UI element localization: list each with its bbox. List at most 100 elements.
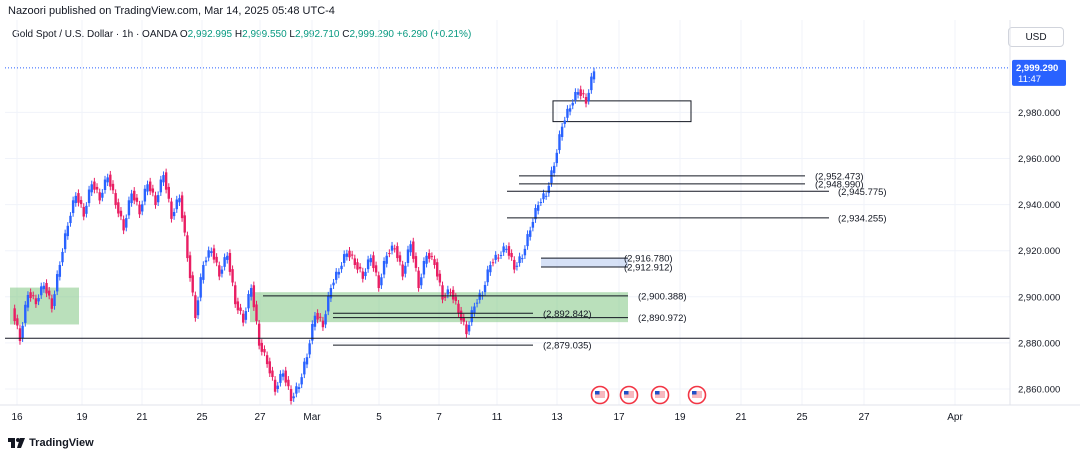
event-icon-stripes xyxy=(655,391,665,398)
candle-body xyxy=(568,108,572,112)
candle-body xyxy=(353,258,357,265)
candle-body xyxy=(409,244,412,253)
candle-body xyxy=(436,262,439,277)
candle-body xyxy=(45,282,48,294)
candle-body xyxy=(231,269,234,283)
candle-body xyxy=(162,175,165,183)
candle-body xyxy=(465,324,468,335)
candle-body xyxy=(32,295,35,297)
time-axis[interactable]: 16 19 21 25 27 Mar 5 7 11 13 17 19 21 25 27 Apr xyxy=(11,412,963,423)
candle-body xyxy=(574,91,577,101)
candle-body xyxy=(295,386,298,394)
candle-body xyxy=(531,221,535,228)
candle-body xyxy=(390,245,394,251)
candle-body xyxy=(170,201,173,219)
level-label: (2,948.990) xyxy=(815,179,864,190)
candle-body xyxy=(226,255,229,260)
candle-body xyxy=(247,294,250,309)
candle-body xyxy=(539,201,543,203)
candle-body xyxy=(486,269,489,283)
us-event-flag-icon[interactable] xyxy=(650,385,670,405)
candle-body xyxy=(148,181,152,192)
candle-body xyxy=(191,275,194,293)
candle-body xyxy=(37,298,40,302)
candle-body xyxy=(234,285,237,305)
candle-body xyxy=(364,271,367,277)
candle-body xyxy=(289,389,293,401)
candle-body xyxy=(106,177,109,183)
currency-button[interactable]: USD xyxy=(1008,27,1064,47)
candle-body xyxy=(95,186,99,190)
candle-body xyxy=(228,253,232,272)
change-value: +6.290 (+0.21%) xyxy=(396,29,472,40)
candle-body xyxy=(542,193,545,200)
price-axis[interactable]: 2,860.000 2,880.000 2,900.000 2,920.000 2,94… xyxy=(1018,108,1060,396)
candle-body xyxy=(223,257,226,267)
candle-body xyxy=(146,184,149,192)
candle-body xyxy=(563,120,566,124)
candle-body xyxy=(470,310,473,323)
candle-body xyxy=(156,195,160,203)
candle-body xyxy=(16,318,19,326)
level-label: (2,900.388) xyxy=(638,291,687,302)
candle-body xyxy=(29,292,32,299)
candle-body xyxy=(268,361,271,374)
symbol-legend: Gold Spot / U.S. Dollar · 1h · OANDA O 2,… xyxy=(12,29,471,40)
us-event-flag-icon[interactable] xyxy=(590,385,610,405)
candle-body xyxy=(321,320,325,328)
candle-body xyxy=(61,251,64,263)
candle-body xyxy=(592,71,596,80)
candle-body xyxy=(122,219,125,231)
candle-body xyxy=(380,277,383,286)
candle-body xyxy=(303,361,306,375)
candle-body xyxy=(372,255,375,269)
level-label: (2,952.473) xyxy=(815,171,864,182)
candle-body xyxy=(133,190,136,201)
candle-body xyxy=(348,250,351,258)
event-icons[interactable] xyxy=(590,385,707,405)
candle-body xyxy=(433,259,436,265)
candle-body xyxy=(117,202,120,214)
candle-body xyxy=(55,274,59,292)
open-label: O xyxy=(179,29,188,40)
candle-body xyxy=(151,188,155,193)
candle-body xyxy=(58,264,62,277)
symbol-name: Gold Spot / U.S. Dollar · 1h · OANDA xyxy=(12,29,178,40)
candle-body xyxy=(109,174,112,187)
us-event-flag-icon[interactable] xyxy=(619,385,639,405)
green-zone-left xyxy=(10,287,79,325)
zones xyxy=(10,100,692,325)
last-price-value: 2,999.290 xyxy=(1016,63,1058,74)
candle-body xyxy=(382,260,386,275)
x-tick-label: 25 xyxy=(796,412,808,423)
candle-body xyxy=(459,310,463,321)
candle-body xyxy=(130,193,133,204)
close-label: C xyxy=(342,29,350,40)
candle-body xyxy=(566,108,569,118)
low-value: 2,992.710 xyxy=(294,29,340,40)
candle-body xyxy=(393,248,396,250)
us-event-flag-icon[interactable] xyxy=(687,385,707,405)
candle-body xyxy=(69,215,72,224)
candle-body xyxy=(505,248,508,250)
candle-body xyxy=(489,264,492,273)
candle-body xyxy=(242,313,245,323)
candle-body xyxy=(499,255,503,257)
candle-body xyxy=(218,265,221,277)
candle-body xyxy=(430,256,434,258)
candle-body xyxy=(510,253,513,258)
candle-body xyxy=(324,314,327,325)
candle-body xyxy=(180,195,184,219)
y-tick-label: 2,900.000 xyxy=(1018,292,1060,303)
tradingview-brand: TradingView xyxy=(29,437,94,449)
candle-body xyxy=(576,92,580,95)
candle-body xyxy=(287,379,290,387)
candle-body xyxy=(385,255,388,264)
candle-body xyxy=(425,255,428,264)
event-icon-canton xyxy=(624,391,629,395)
candle-body xyxy=(473,306,476,313)
candle-body xyxy=(34,298,38,305)
candle-body xyxy=(560,126,564,137)
